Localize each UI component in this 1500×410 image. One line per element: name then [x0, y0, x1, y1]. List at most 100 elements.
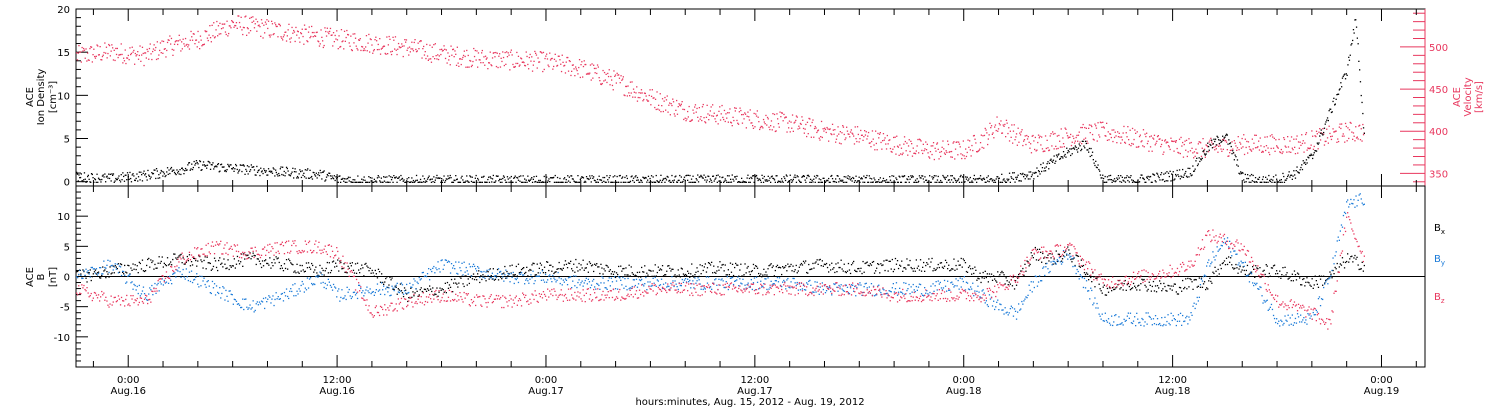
bx-point — [751, 270, 753, 272]
density-point — [90, 173, 93, 175]
density-point — [452, 181, 454, 183]
density-point — [1261, 178, 1264, 181]
velocity-point — [1150, 135, 1152, 137]
density-point — [230, 164, 232, 166]
velocity-point — [122, 62, 124, 64]
density-point — [786, 175, 788, 177]
velocity-point — [1009, 130, 1011, 132]
bx-point — [976, 279, 978, 281]
velocity-point — [813, 136, 815, 138]
velocity-point — [571, 70, 573, 72]
density-point — [278, 172, 280, 175]
velocity-point — [498, 55, 500, 57]
velocity-point — [1072, 135, 1074, 137]
velocity-point — [1152, 137, 1154, 139]
density-point — [1189, 167, 1191, 170]
velocity-point — [1303, 151, 1305, 153]
bx-point — [854, 269, 856, 271]
bx-point — [908, 264, 910, 266]
bx-point — [364, 263, 366, 265]
density-point — [207, 160, 209, 163]
velocity-point — [462, 56, 464, 59]
velocity-point — [1359, 124, 1361, 126]
velocity-point — [1256, 146, 1258, 149]
density-point — [983, 178, 986, 180]
bx-point — [172, 258, 174, 261]
density-point — [488, 176, 490, 178]
density-point — [94, 178, 96, 180]
bx-point — [682, 273, 685, 275]
velocity-point — [1265, 149, 1267, 152]
velocity-point — [405, 41, 407, 43]
density-point — [252, 166, 254, 168]
density-point — [125, 174, 127, 176]
velocity-point — [474, 49, 476, 52]
density-point — [1067, 149, 1069, 152]
velocity-point — [193, 33, 195, 35]
density-point — [170, 166, 173, 169]
velocity-point — [795, 115, 798, 117]
density-point — [443, 175, 445, 177]
density-point — [445, 178, 447, 180]
density-point — [97, 177, 100, 179]
density-point — [575, 181, 577, 183]
density-point — [885, 179, 888, 181]
density-point — [1091, 151, 1094, 153]
bx-point — [943, 265, 946, 267]
bx-point — [910, 266, 912, 269]
bx-point — [391, 277, 393, 279]
velocity-point — [1113, 136, 1116, 139]
bx-point — [747, 265, 749, 268]
bx-point — [930, 261, 932, 263]
density-point — [987, 175, 989, 177]
density-point — [736, 175, 738, 177]
bx-point — [509, 265, 511, 267]
bx-point — [664, 274, 666, 276]
density-point — [524, 178, 526, 180]
density-point — [1020, 180, 1022, 182]
velocity-point — [748, 119, 751, 121]
velocity-point — [152, 48, 155, 50]
density-point — [352, 179, 354, 181]
by-point — [249, 304, 251, 306]
velocity-point — [271, 23, 274, 25]
velocity-point — [780, 116, 782, 118]
velocity-point — [1001, 132, 1004, 134]
velocity-point — [1313, 145, 1315, 148]
velocity-point — [1199, 141, 1201, 143]
bx-point — [543, 266, 546, 268]
bx-point — [373, 275, 375, 277]
velocity-point — [611, 79, 613, 81]
bx-point — [864, 262, 866, 265]
velocity-point — [369, 51, 371, 53]
velocity-point — [340, 29, 343, 31]
velocity-point — [643, 98, 645, 101]
bx-point — [726, 274, 728, 276]
density-point — [683, 178, 685, 181]
bx-point — [904, 267, 906, 269]
velocity-point — [622, 78, 624, 80]
bx-point — [1031, 255, 1033, 257]
bx-point — [1140, 283, 1142, 285]
density-point — [1329, 108, 1331, 110]
top-left-label-line2: Ion Density — [36, 69, 47, 126]
bx-point — [226, 267, 228, 269]
bx-point — [772, 265, 774, 267]
density-point — [1160, 172, 1163, 174]
density-point — [1146, 177, 1149, 179]
by-point — [292, 284, 294, 286]
density-point — [394, 177, 396, 179]
density-point — [969, 181, 971, 183]
bx-point — [186, 255, 188, 258]
velocity-point — [444, 57, 447, 60]
bx-point — [1189, 278, 1191, 280]
density-point — [233, 170, 235, 172]
velocity-point — [1301, 134, 1303, 136]
density-point — [1321, 133, 1323, 135]
bx-point — [1262, 270, 1264, 272]
density-point — [433, 176, 435, 178]
density-point — [664, 181, 666, 183]
density-point — [729, 181, 731, 183]
by-point — [240, 306, 242, 309]
density-point — [1320, 129, 1322, 131]
